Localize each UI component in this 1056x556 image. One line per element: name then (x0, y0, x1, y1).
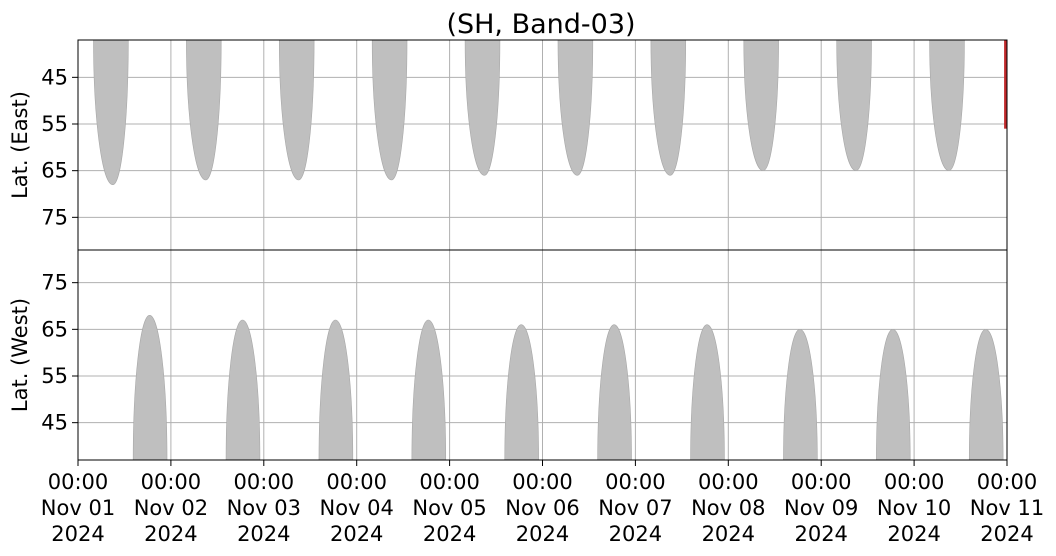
coverage-lobe (650, 39, 687, 176)
x-tick-label: 00:00 (326, 470, 387, 494)
y-tick-label: 45 (41, 411, 68, 435)
x-tick-label: Nov 09 (784, 496, 858, 520)
y-tick-label: 75 (41, 271, 68, 295)
coverage-lobe (504, 324, 539, 461)
panel-east: 45 55 65 75 (41, 39, 1008, 251)
coverage-lobe (186, 39, 222, 181)
chart-title: (SH, Band-03) (446, 9, 635, 40)
y-tick-label: 65 (41, 317, 68, 341)
coverage-lobe (597, 324, 632, 461)
coverage-lobe (968, 329, 1004, 461)
x-tick-label: 00:00 (977, 470, 1038, 494)
coverage-lobe (318, 319, 354, 461)
x-tick-label: 00:00 (791, 470, 852, 494)
x-tick-label: 00:00 (512, 470, 573, 494)
x-tick-label: 2024 (702, 522, 755, 546)
x-tick-label: 2024 (609, 522, 662, 546)
y-tick-label: 55 (41, 364, 68, 388)
y-tick-label: 55 (41, 112, 68, 136)
x-tick-label: Nov 06 (505, 496, 579, 520)
x-tick-label: 00:00 (234, 470, 295, 494)
x-tick-label: 2024 (423, 522, 476, 546)
x-tick-label: Nov 11 (970, 496, 1044, 520)
coverage-lobe (278, 39, 315, 181)
x-tick-label: 2024 (980, 522, 1033, 546)
coverage-lobe (93, 39, 129, 185)
coverage-lobe (225, 319, 261, 461)
x-tick-label: Nov 03 (227, 496, 301, 520)
y-axis-label-west: Lat. (West) (8, 298, 32, 412)
x-tick-label: 2024 (144, 522, 197, 546)
coverage-lobe (557, 39, 594, 176)
x-tick-label: 00:00 (141, 470, 202, 494)
coverage-lobe (464, 39, 501, 176)
coverage-lobe (132, 315, 168, 461)
highlight-segment (1004, 40, 1007, 129)
y-tick-label: 45 (41, 65, 68, 89)
x-tick-label: 2024 (794, 522, 847, 546)
coverage-lobe (743, 39, 779, 171)
x-tick-label: Nov 04 (320, 496, 394, 520)
coverage-lobe (411, 319, 447, 461)
x-tick-label: Nov 01 (41, 496, 115, 520)
x-tick-label: Nov 05 (412, 496, 486, 520)
y-tick-label: 65 (41, 159, 68, 183)
x-tick-label: 2024 (887, 522, 940, 546)
coverage-lobe (929, 39, 965, 171)
y-tick-label: 75 (41, 205, 68, 229)
x-tick-label: 00:00 (605, 470, 666, 494)
x-tick-label: 2024 (330, 522, 383, 546)
x-tick-label: 00:00 (698, 470, 759, 494)
x-tick-label: 00:00 (884, 470, 945, 494)
coverage-lobe (836, 39, 872, 171)
x-tick-label: 2024 (51, 522, 104, 546)
x-tick-label: 2024 (516, 522, 569, 546)
x-tick-label: Nov 02 (134, 496, 208, 520)
x-tick-label: 00:00 (419, 470, 480, 494)
x-tick-label: Nov 10 (877, 496, 951, 520)
x-tick-label: 00:00 (48, 470, 109, 494)
y-axis-label-east: Lat. (East) (8, 91, 32, 199)
x-tick-label: Nov 07 (598, 496, 672, 520)
coverage-lobe (690, 324, 725, 461)
coverage-lobe (783, 329, 818, 461)
coverage-lobe (876, 329, 911, 461)
x-tick-label: Nov 08 (691, 496, 765, 520)
coverage-lobe (371, 39, 408, 181)
x-tick-label: 2024 (237, 522, 290, 546)
panel-west: 45 55 65 75 (41, 249, 1008, 461)
